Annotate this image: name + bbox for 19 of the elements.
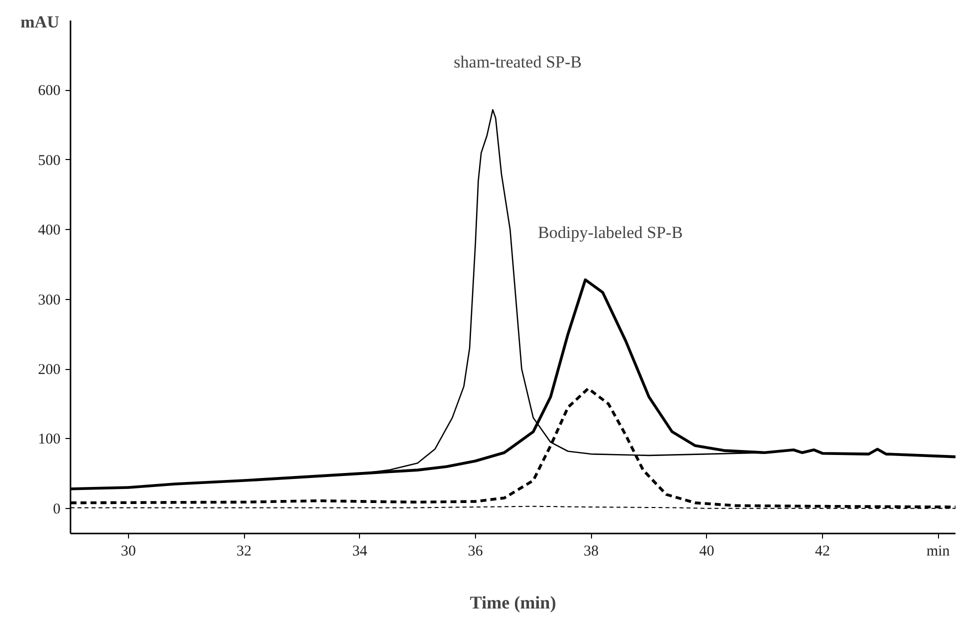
y-axis-title: mAU	[20, 12, 60, 32]
x-tick-label: 36	[468, 544, 484, 560]
y-tick-label: 500	[38, 152, 60, 169]
x-tick-label: 38	[584, 544, 599, 560]
y-tick-label: 200	[38, 362, 60, 378]
y-tick-label: 600	[38, 83, 60, 100]
y-tick-label: 300	[38, 292, 60, 308]
x-tick-label: min	[926, 544, 950, 560]
y-tick-label: 400	[38, 222, 60, 239]
x-tick-label: 42	[814, 544, 830, 560]
x-tick-label: 32	[236, 544, 252, 560]
annotation: Bodipy-labeled SP-B	[538, 222, 683, 242]
x-tick-label: 30	[120, 544, 136, 560]
y-tick-label: 100	[38, 432, 60, 448]
annotation: sham-treated SP-B	[454, 52, 582, 72]
x-tick-label: 40	[699, 544, 714, 560]
x-axis-title: Time (min)	[470, 592, 556, 612]
y-tick-label: 0	[53, 501, 60, 518]
x-tick-label: 34	[352, 544, 368, 560]
